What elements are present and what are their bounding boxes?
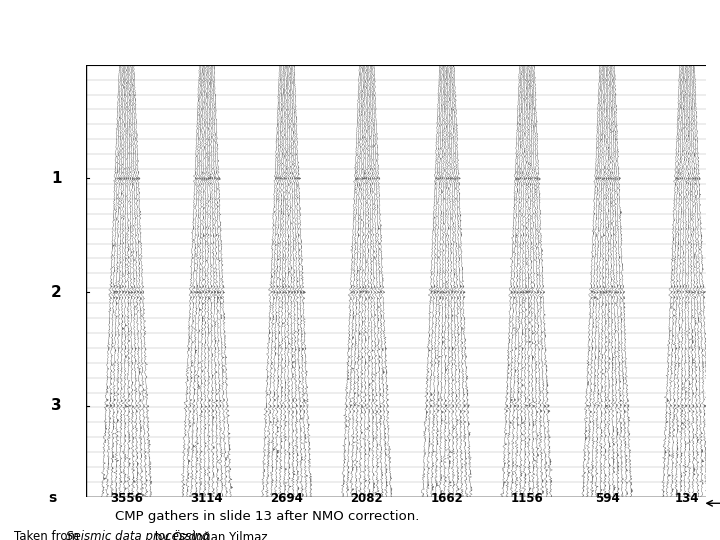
- Text: s: s: [48, 491, 56, 505]
- Text: Seismic data processing: Seismic data processing: [66, 530, 210, 540]
- Text: Taken from: Taken from: [14, 530, 83, 540]
- Text: 2: 2: [51, 285, 62, 300]
- Text: CMP gathers in slide 13 after NMO correction.: CMP gathers in slide 13 after NMO correc…: [115, 510, 420, 523]
- Text: 1: 1: [51, 171, 62, 186]
- Text: 3: 3: [51, 399, 62, 413]
- Text: 2694: 2694: [270, 492, 303, 505]
- Text: 2082: 2082: [351, 492, 383, 505]
- Text: by Özdoğan Yilmaz: by Özdoğan Yilmaz: [151, 530, 268, 540]
- Text: 134: 134: [675, 492, 699, 505]
- Text: 3114: 3114: [190, 492, 223, 505]
- Text: 594: 594: [595, 492, 619, 505]
- Text: 1662: 1662: [431, 492, 463, 505]
- Text: 3556: 3556: [110, 492, 143, 505]
- Text: 1156: 1156: [510, 492, 544, 505]
